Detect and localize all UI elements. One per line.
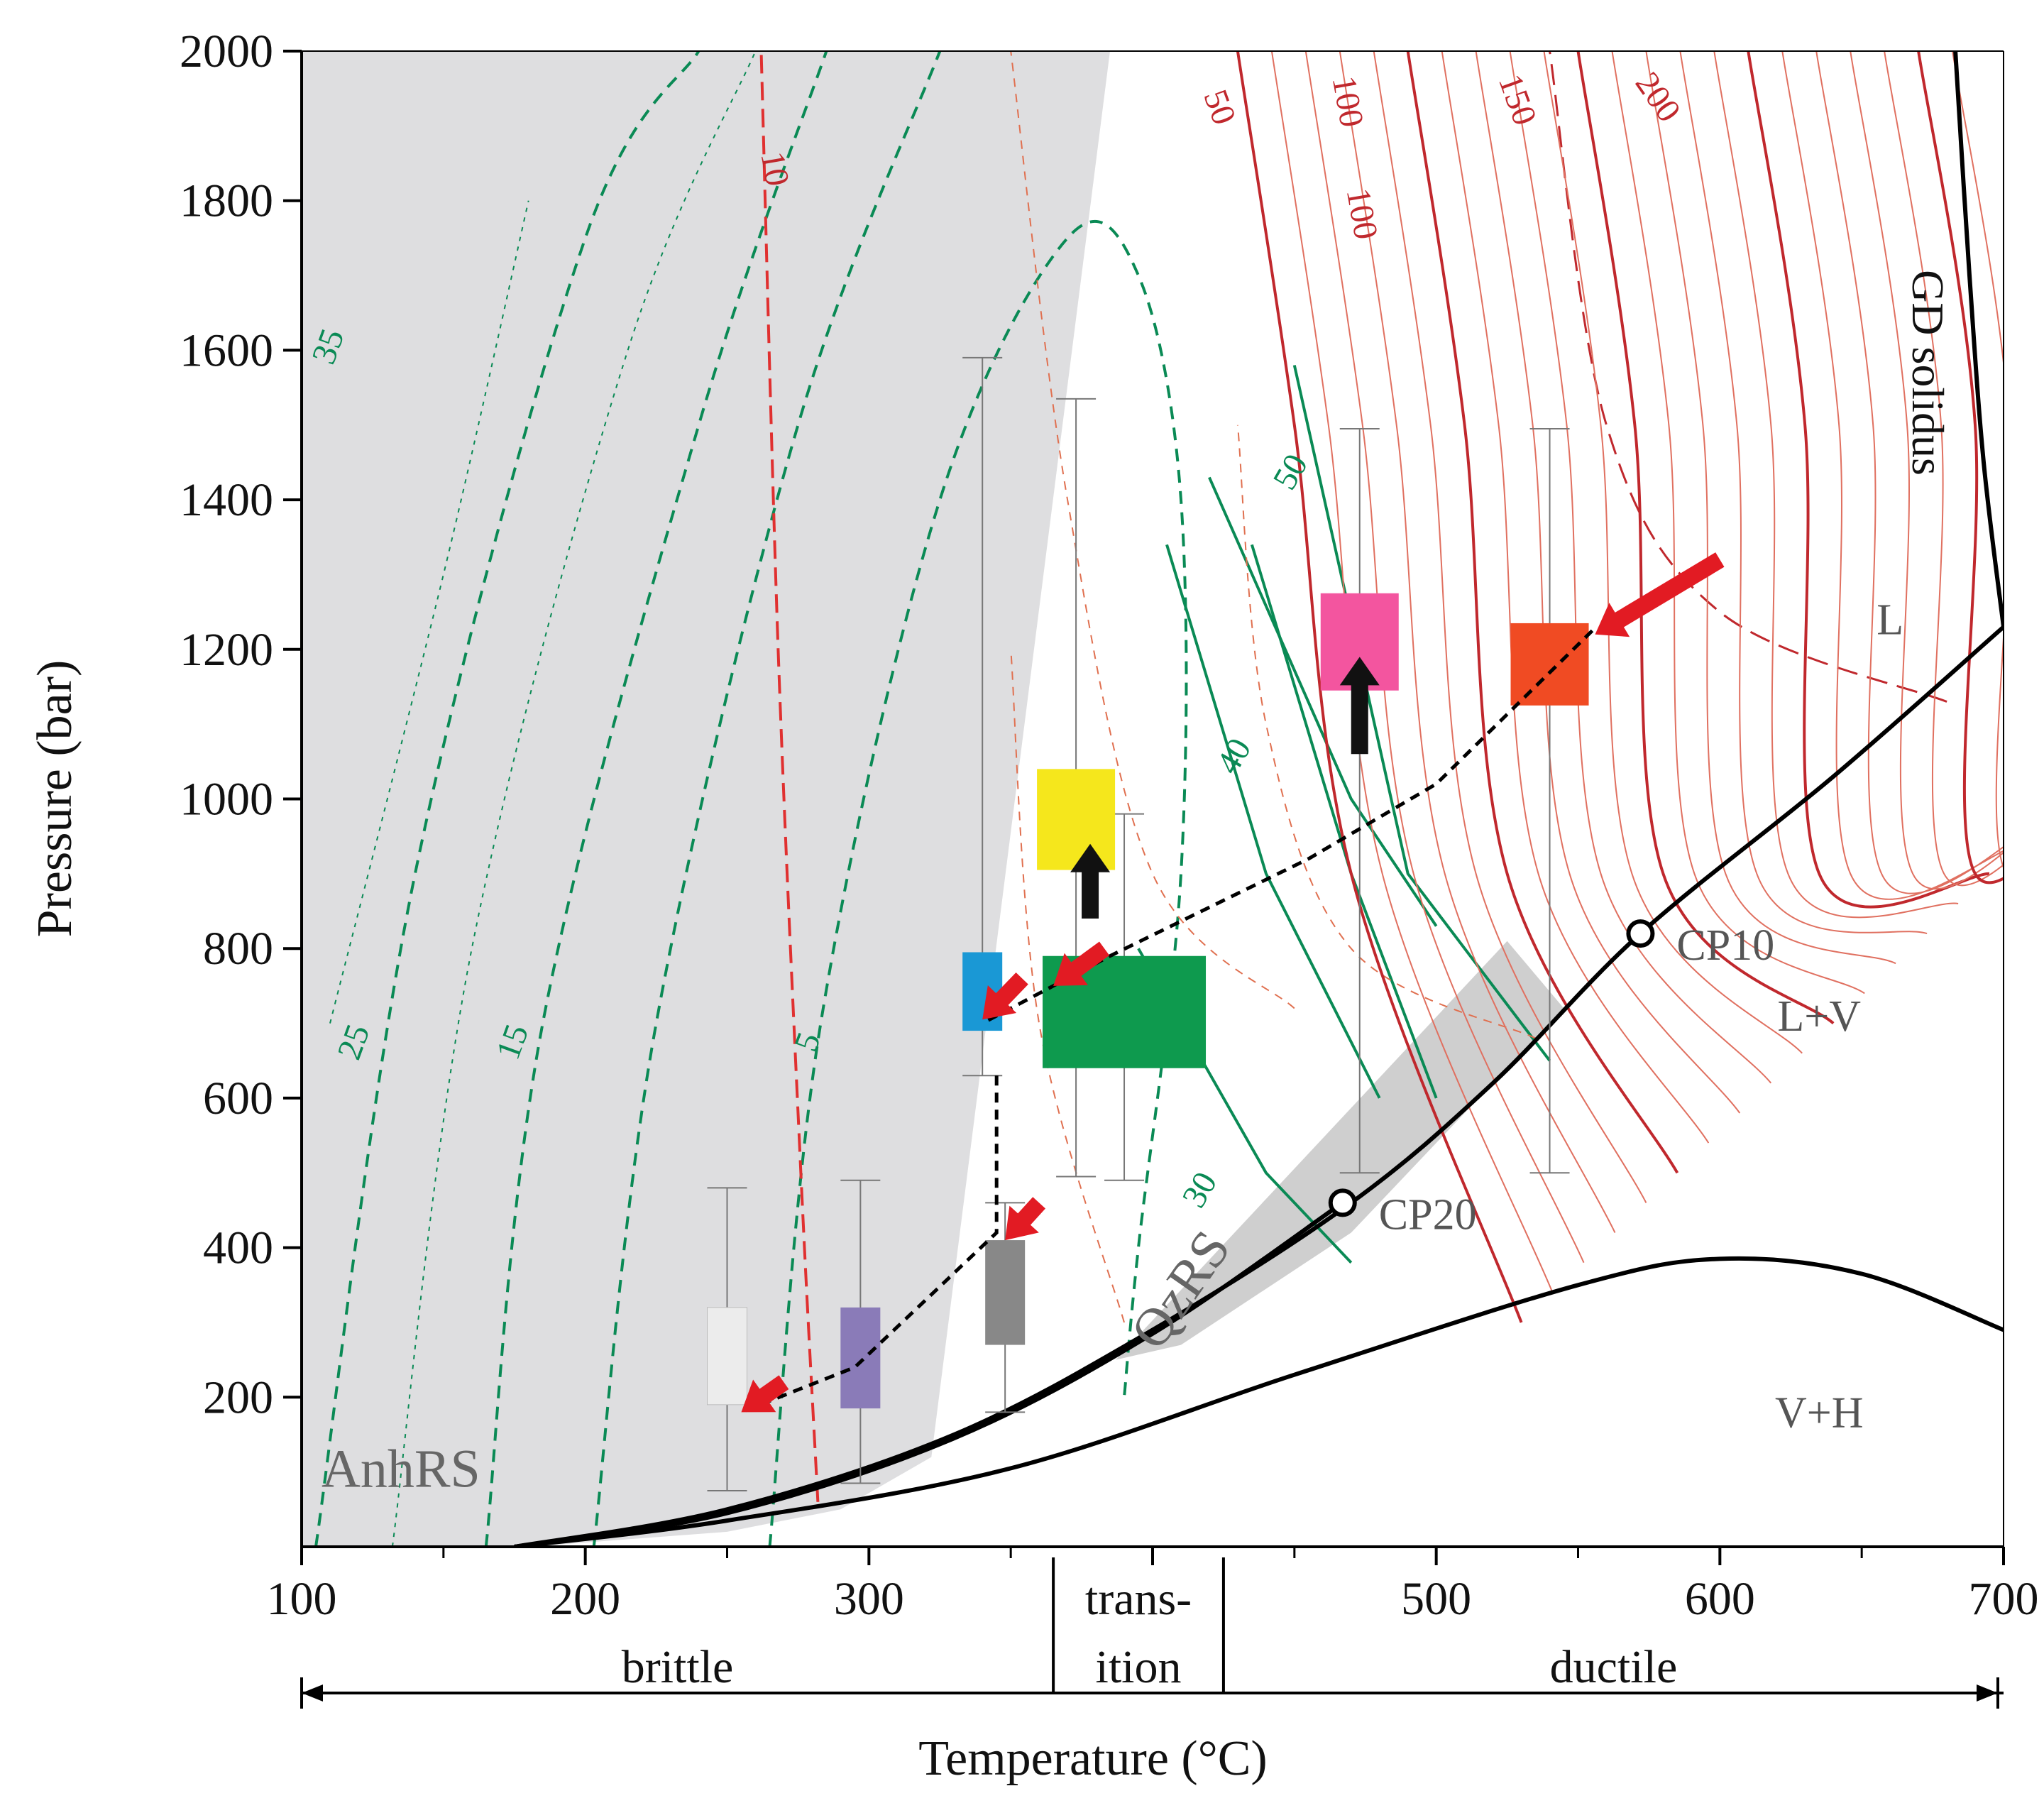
green-isopleth [1165, 544, 1381, 1099]
shaded-region-anhrs [302, 51, 1110, 1547]
arrow-red-lower-shape [741, 1375, 789, 1413]
red-isochore-dashed-thin [1010, 51, 1295, 1009]
red-isochore [1747, 51, 1990, 909]
arrow-red-ductile [1595, 552, 1725, 637]
green-isopleth-dashed [329, 200, 529, 1024]
red-isochore [1917, 51, 2004, 884]
x-tick-label: 200 [550, 1573, 620, 1625]
red-isochore [1850, 51, 2004, 890]
sample-box-s8 [1510, 623, 1589, 706]
arrow-black-yellow [1070, 843, 1111, 919]
sample-box-s2 [840, 1307, 881, 1409]
green-contour-label: 50 [1265, 448, 1315, 496]
y-axis-title: Pressure (bar) [28, 660, 82, 938]
y-tick-label: 1200 [180, 624, 273, 676]
phase-field-label: L+V [1777, 992, 1861, 1041]
y-tick-label: 800 [203, 923, 273, 975]
critical-point-marker [1328, 1188, 1357, 1217]
green-isopleth-dashed [592, 51, 942, 1547]
x-axis-title: Temperature (°C) [918, 1731, 1267, 1786]
arrow-red-blue [982, 973, 1028, 1020]
red-isochore [1236, 51, 1523, 1323]
boundary-v-h-boundary [514, 1256, 2004, 1547]
green-isopleth [1208, 476, 1438, 927]
arrow-black-pink [1339, 657, 1380, 755]
y-tick-label: 1800 [180, 175, 273, 227]
regime-label: trans- [1085, 1573, 1192, 1625]
x-tick-label: 600 [1685, 1573, 1755, 1625]
y-tick-label: 1600 [180, 324, 273, 376]
red-isochore [1406, 51, 1679, 1174]
red-isochore [1884, 51, 2004, 887]
red-isochore [1952, 51, 2004, 870]
regime-label: ductile [1550, 1641, 1678, 1693]
regime-arrow-left [302, 1684, 323, 1702]
red-contour-label: 100 [1339, 185, 1385, 242]
arrow-red-grey [1005, 1197, 1046, 1241]
red-isochore-dashed-thin [1236, 424, 1537, 1039]
arrow-red-transition [1053, 941, 1110, 986]
critical-point-marker [1626, 919, 1655, 948]
red-contour-label: 150 [1491, 70, 1544, 131]
regime-label: ition [1096, 1641, 1182, 1693]
green-isopleth-dashed [314, 51, 700, 1547]
evolution-path [982, 629, 1594, 1025]
regime-arrow-right [1977, 1684, 1998, 1702]
green-isopleth-dashed [484, 51, 828, 1547]
red-contour-label: 200 [1628, 65, 1688, 128]
boundary-cp20-boundary [514, 1200, 1344, 1547]
red-isochore [1373, 51, 1647, 1203]
critical-point-label: CP20 [1379, 1190, 1477, 1239]
x-tick-label: 100 [267, 1573, 337, 1625]
phase-field-label: V+H [1775, 1388, 1864, 1437]
boundary-gd-solidus [1953, 51, 2004, 628]
red-isochore [1645, 51, 1896, 965]
critical-point-label: CP10 [1676, 921, 1774, 970]
sample-box-s3 [985, 1240, 1026, 1345]
regime-label: brittle [622, 1641, 734, 1693]
evolution-path-lower [740, 1075, 999, 1414]
y-tick-label: 1400 [180, 474, 273, 526]
shaded-region-label: AnhRS [322, 1440, 480, 1499]
green-isopleth [1292, 365, 1551, 1062]
arrow-red-transition-shape [1053, 941, 1110, 986]
solidus-label: GD solidus [1903, 270, 1953, 476]
x-tick-label: 500 [1401, 1573, 1471, 1625]
phase-field-label: L [1877, 596, 1903, 645]
red-contour-label: 50 [1196, 84, 1243, 129]
red-isochore [1611, 51, 1865, 995]
red-isochore [1679, 51, 1928, 935]
y-tick-label: 200 [203, 1371, 273, 1423]
red-contour-label: 10 [753, 149, 796, 189]
y-tick-label: 600 [203, 1073, 273, 1124]
sample-box-s1 [707, 1307, 747, 1406]
arrow-black-yellow-shape [1070, 843, 1111, 919]
red-isochore [1441, 51, 1710, 1144]
red-isochore-dashed [759, 51, 820, 1502]
red-isochore [1781, 51, 2004, 900]
red-isochore [1713, 51, 1959, 919]
y-tick-label: 2000 [180, 26, 273, 77]
sample-box-s5 [1037, 769, 1116, 870]
green-contour-label: 40 [1209, 732, 1259, 780]
shaded-region-qzrs [1116, 941, 1564, 1360]
x-tick-label: 700 [1969, 1573, 2039, 1625]
y-tick-label: 400 [203, 1222, 273, 1274]
green-contour-label: 30 [1175, 1166, 1225, 1214]
arrow-red-grey-shape [1005, 1197, 1046, 1241]
arrow-red-lower [741, 1375, 789, 1413]
sample-box-s4 [962, 952, 1003, 1031]
arrow-black-pink-shape [1339, 657, 1380, 755]
y-tick-label: 1000 [180, 774, 273, 826]
red-isochore [1339, 51, 1616, 1233]
arrow-red-blue-shape [982, 973, 1028, 1020]
x-tick-label: 300 [834, 1573, 904, 1625]
arrow-red-ductile-shape [1595, 552, 1725, 637]
red-contour-label: 100 [1325, 73, 1371, 130]
red-isochore-dashed-thin [1010, 649, 1125, 1323]
